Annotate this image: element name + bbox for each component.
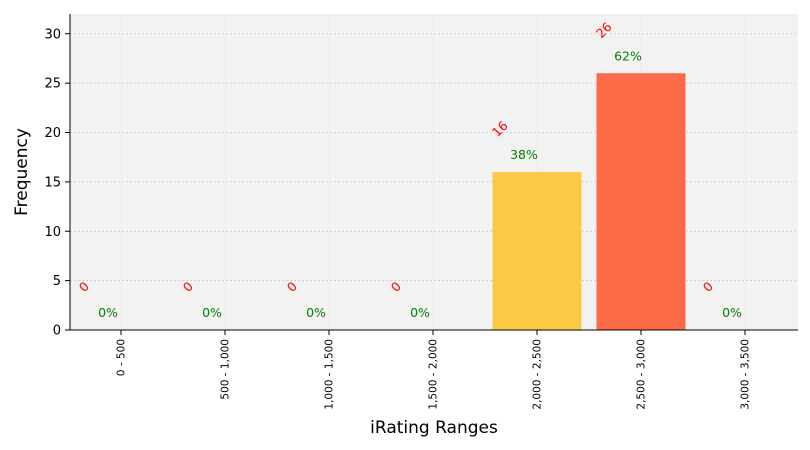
- x-tick-label: 3,000 - 3,500: [740, 339, 752, 410]
- bar-percent-label: 62%: [614, 48, 642, 63]
- x-tick-label: 1,500 - 2,000: [428, 339, 440, 410]
- x-tick-label: 2,000 - 2,500: [532, 339, 544, 410]
- x-tick-label: 1,000 - 1,500: [324, 339, 336, 410]
- y-tick-label: 30: [44, 27, 61, 42]
- y-tick-label: 5: [53, 274, 61, 289]
- bars: [492, 73, 686, 330]
- bar-percent-label: 0%: [722, 305, 742, 320]
- x-ticks: 0 - 500 500 - 1,000 1,000 - 1,500 1,500 - 2…: [116, 330, 752, 410]
- y-tick-label: 10: [44, 225, 61, 240]
- y-tick-label: 20: [44, 126, 61, 141]
- bar-percent-label: 0%: [202, 305, 222, 320]
- grid-lines: [70, 14, 798, 330]
- plot-background: [70, 14, 798, 330]
- x-tick-label: 500 - 1,000: [220, 339, 232, 400]
- bar-percent-label: 38%: [510, 147, 538, 162]
- bar: [492, 172, 582, 330]
- bar-percent-label: 0%: [98, 305, 118, 320]
- bar-percent-label: 0%: [306, 305, 326, 320]
- y-axis-title: Frequency: [12, 128, 32, 216]
- x-tick-label: 2,500 - 3,000: [636, 339, 648, 410]
- y-tick-label: 0: [53, 324, 61, 339]
- y-tick-label: 15: [44, 175, 61, 190]
- x-axis-title: iRating Ranges: [370, 418, 498, 438]
- bar: [596, 73, 686, 330]
- y-tick-label: 25: [44, 77, 61, 92]
- x-tick-label: 0 - 500: [116, 339, 128, 376]
- bar-percent-label: 0%: [410, 305, 430, 320]
- y-ticks: 0 5 10 15 20 25 30: [44, 27, 70, 339]
